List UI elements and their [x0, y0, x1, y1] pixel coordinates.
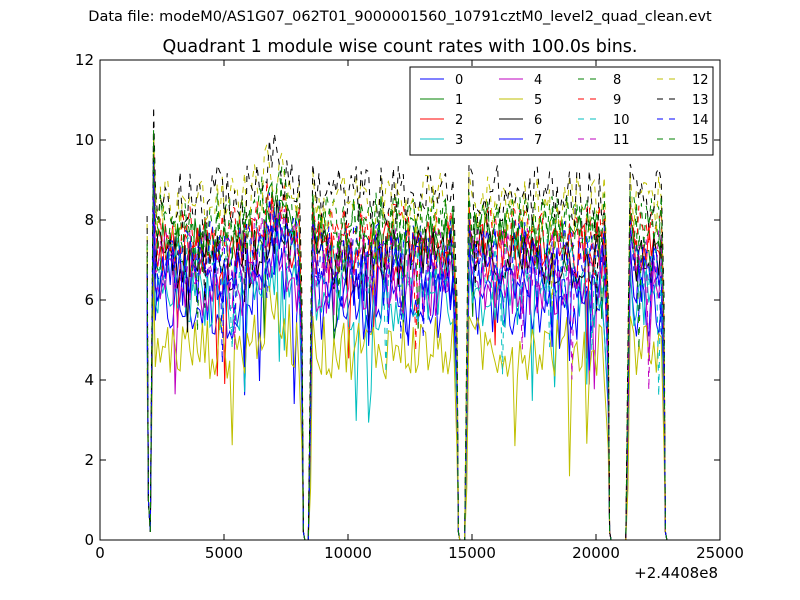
legend-label: 15 — [692, 133, 709, 148]
y-tick-label: 0 — [84, 531, 94, 549]
series-line-13 — [146, 106, 668, 541]
y-tick-label: 6 — [84, 291, 94, 309]
legend-label: 9 — [613, 93, 621, 108]
legend-label: 14 — [692, 113, 709, 128]
legend-label: 6 — [534, 113, 542, 128]
series-line-7 — [146, 187, 668, 541]
x-tick-label: 20000 — [572, 544, 620, 562]
legend-label: 5 — [534, 93, 542, 108]
series-layer — [146, 106, 668, 541]
legend-label: 8 — [613, 73, 621, 88]
x-tick-label: 5000 — [205, 544, 243, 562]
y-tick-label: 10 — [75, 131, 94, 149]
x-tick-label: 10000 — [324, 544, 372, 562]
x-tick-label: 25000 — [696, 544, 744, 562]
legend-label: 12 — [692, 73, 709, 88]
chart-title: Quadrant 1 module wise count rates with … — [162, 37, 638, 57]
series-line-9 — [146, 133, 668, 541]
legend-label: 11 — [613, 133, 630, 148]
series-line-10 — [146, 182, 668, 541]
legend-label: 4 — [534, 73, 542, 88]
series-line-11 — [146, 166, 668, 541]
legend-label: 2 — [455, 113, 463, 128]
series-line-1 — [146, 143, 668, 541]
y-tick-label: 12 — [75, 51, 94, 69]
x-tick-label: 15000 — [448, 544, 496, 562]
series-line-14 — [146, 160, 668, 541]
legend-label: 10 — [613, 113, 630, 128]
legend-label: 13 — [692, 93, 709, 108]
legend-label: 1 — [455, 93, 463, 108]
legend-label: 3 — [455, 133, 463, 148]
series-line-12 — [146, 134, 668, 541]
legend-label: 0 — [455, 73, 463, 88]
x-tick-label: 0 — [95, 544, 105, 562]
legend-box — [409, 66, 714, 156]
y-tick-label: 8 — [84, 211, 94, 229]
x-offset-label: +2.4408e8 — [634, 564, 718, 582]
series-line-15 — [146, 129, 668, 541]
series-line-8 — [146, 135, 668, 541]
y-tick-label: 2 — [84, 451, 94, 469]
legend-label: 7 — [534, 133, 542, 148]
figure-suptitle: Data file: modeM0/AS1G07_062T01_90000015… — [88, 9, 712, 25]
y-tick-label: 4 — [84, 371, 94, 389]
